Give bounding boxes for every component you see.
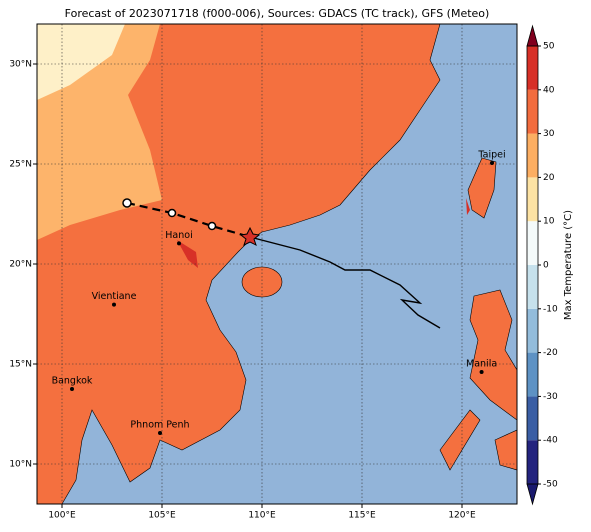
colorbar-tick-label: -30	[543, 392, 558, 402]
colorbar-tick-label: -40	[543, 436, 558, 446]
colorbar-segment	[527, 308, 538, 353]
luzon	[469, 289, 517, 421]
city-label: Bangkok	[52, 376, 93, 387]
city-marker	[490, 161, 494, 165]
colorbar-segment	[527, 177, 538, 222]
colorbar-segment	[527, 440, 538, 484]
city-label: Taipei	[477, 150, 505, 161]
hainan	[241, 266, 283, 298]
colorbar-segment	[527, 46, 538, 90]
city-label: Phnom Penh	[130, 420, 189, 431]
colorbar-segment	[527, 221, 538, 265]
colorbar-tick-label: -10	[543, 304, 558, 314]
x-tick-label: 110°E	[248, 511, 276, 521]
city-marker	[479, 370, 484, 374]
colorbar-tick-label: 40	[543, 85, 555, 95]
colorbar-tick-label: 30	[543, 129, 555, 139]
colorbar-segment	[527, 265, 538, 309]
city-marker	[158, 431, 162, 435]
x-tick-label: 120°E	[448, 511, 476, 521]
colorbar-extend-under	[526, 483, 539, 506]
city-marker	[112, 302, 116, 307]
colorbar-tick-label: 50	[543, 42, 555, 52]
storm-position	[239, 226, 261, 246]
city-marker	[70, 387, 74, 391]
hot-zone	[177, 240, 198, 268]
city-marker	[177, 241, 181, 246]
city-label: Vientiane	[92, 291, 137, 302]
colorbar-segment	[527, 133, 538, 178]
colorbar-extend-over	[526, 24, 539, 47]
colorbar-segment	[527, 396, 538, 441]
title: Forecast of 2023071718 (f000-006), Sourc…	[65, 7, 490, 20]
x-tick-label: 105°E	[148, 511, 176, 521]
colorbar-tick-label: 10	[543, 217, 555, 227]
y-tick-label: 10°N	[9, 460, 32, 470]
island	[494, 429, 517, 471]
cool-zone	[37, 24, 125, 100]
colorbar-label: Max Temperature (°C)	[563, 210, 574, 320]
y-tick-label: 25°N	[9, 160, 32, 170]
colorbar-tick-label: -20	[543, 348, 558, 358]
taiwan	[467, 157, 497, 219]
city-label: Hanoi	[165, 230, 192, 241]
colorbar-tick-label: 20	[543, 173, 555, 183]
colorbar-tick-label: -50	[543, 480, 558, 490]
colorbar-segment	[527, 89, 538, 134]
x-tick-label: 100°E	[48, 511, 76, 521]
y-tick-label: 30°N	[9, 60, 32, 70]
track-point	[122, 198, 132, 208]
forecast-track	[126, 201, 251, 239]
hot-zone	[466, 198, 470, 215]
city-label: Manila	[466, 359, 497, 370]
colorbar-segment	[527, 352, 538, 397]
palawan	[439, 409, 481, 471]
y-tick-label: 20°N	[9, 260, 32, 270]
y-tick-label: 15°N	[9, 360, 32, 370]
map	[37, 24, 517, 504]
track	[249, 236, 441, 329]
x-tick-label: 115°E	[348, 511, 376, 521]
colorbar-tick-label: 0	[543, 261, 549, 271]
track-point	[167, 208, 177, 218]
track-point	[207, 221, 217, 231]
